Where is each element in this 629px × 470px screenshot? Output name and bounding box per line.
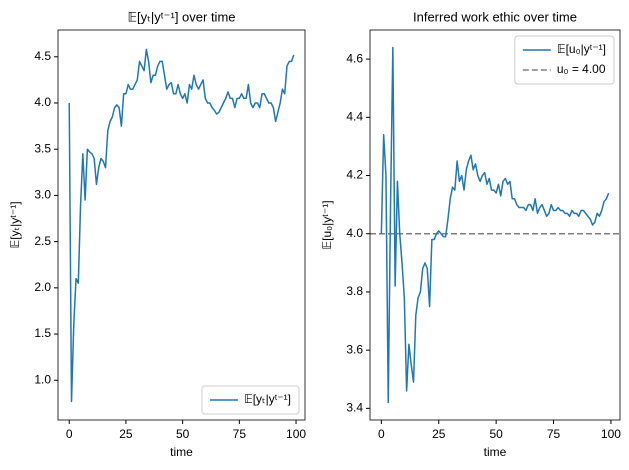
y-tick-label: 2.0 xyxy=(34,280,51,294)
axes-frame xyxy=(57,29,306,421)
y-tick-label: 4.5 xyxy=(34,49,51,63)
y-tick-label: 1.5 xyxy=(34,326,51,340)
y-tick-label: 3.6 xyxy=(346,342,363,356)
x-tick-label: 25 xyxy=(432,427,446,441)
legend-label: 𝔼[u₀|yᵗ⁻¹] xyxy=(557,42,606,56)
x-axis-label: time xyxy=(484,445,507,459)
x-axis-label: time xyxy=(170,445,193,459)
x-tick-label: 0 xyxy=(66,427,73,441)
x-tick-label: 75 xyxy=(233,427,247,441)
x-tick-label: 25 xyxy=(119,427,133,441)
y-tick-label: 1.0 xyxy=(34,372,51,386)
y-axis-label: 𝔼[u₀|yᵗ⁻¹] xyxy=(320,200,334,249)
legend-label: 𝔼[yₜ|yᵗ⁻¹] xyxy=(244,392,291,406)
legend-label: u₀ = 4.00 xyxy=(557,62,606,76)
chart-title: Inferred work ethic over time xyxy=(413,9,577,24)
x-tick-label: 50 xyxy=(489,427,503,441)
y-tick-label: 3.4 xyxy=(346,401,363,415)
legend-box xyxy=(514,35,615,85)
y-tick-label: 3.0 xyxy=(34,188,51,202)
y-tick-label: 4.0 xyxy=(34,95,51,109)
x-tick-label: 0 xyxy=(378,427,385,441)
x-tick-label: 50 xyxy=(176,427,190,441)
x-tick-label: 100 xyxy=(286,427,306,441)
y-tick-label: 4.4 xyxy=(346,109,363,123)
y-axis-label: 𝔼[yₜ|yᵗ⁻¹] xyxy=(8,201,22,248)
legend-box xyxy=(201,385,300,415)
y-tick-label: 3.8 xyxy=(346,284,363,298)
legend: 𝔼[yₜ|yᵗ⁻¹] xyxy=(209,392,291,406)
x-tick-label: 75 xyxy=(547,427,561,441)
y-tick-label: 4.6 xyxy=(346,51,363,65)
y-tick-label: 3.5 xyxy=(34,141,51,155)
legend: 𝔼[u₀|yᵗ⁻¹] u₀ = 4.00 xyxy=(522,42,606,76)
y-tick-label: 2.5 xyxy=(34,234,51,248)
chart-title: 𝔼[yₜ|yᵗ⁻¹] over time xyxy=(127,9,235,24)
data-line xyxy=(380,46,610,404)
data-line xyxy=(68,48,295,403)
y-tick-label: 4.0 xyxy=(346,226,363,240)
x-tick-label: 100 xyxy=(601,427,621,441)
y-tick-label: 4.2 xyxy=(346,168,363,182)
axes-frame xyxy=(369,29,621,421)
